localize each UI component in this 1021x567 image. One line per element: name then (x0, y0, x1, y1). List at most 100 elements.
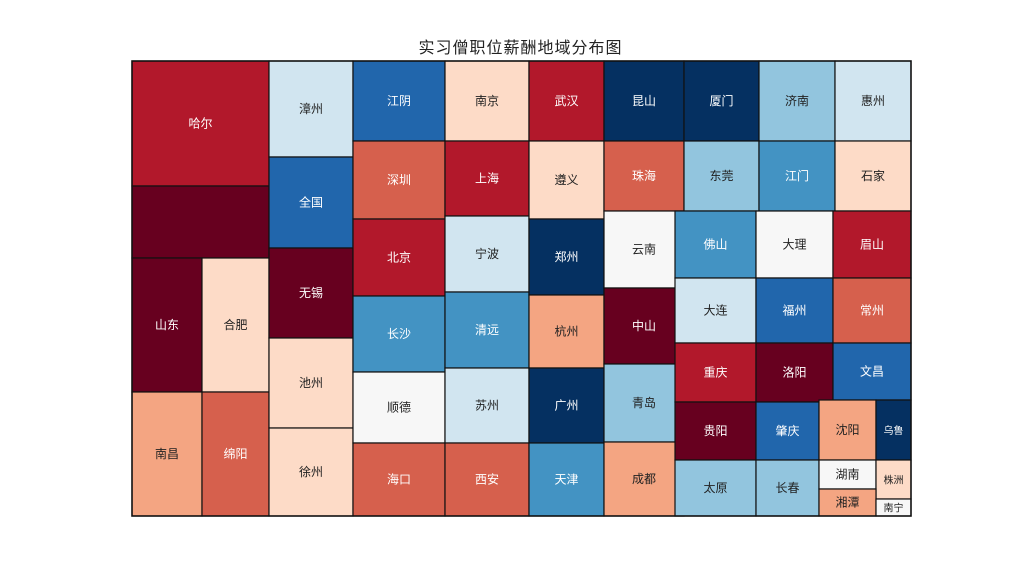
treemap-tile: 株洲 (875, 459, 912, 500)
treemap-tile: 石家 (834, 140, 912, 212)
treemap-tile: 云南 (603, 210, 685, 289)
treemap-tile: 西安 (444, 442, 530, 517)
tile-rect (603, 210, 685, 289)
tile-label: 广州 (554, 399, 578, 413)
tile-label: 沈阳 (835, 422, 859, 437)
tile-rect (674, 210, 757, 279)
tile-label: 西安 (475, 472, 499, 487)
tile-rect (268, 156, 354, 249)
tile-label: 肇庆 (775, 423, 799, 438)
treemap-tile: 长春 (755, 459, 820, 517)
tile-label: 珠海 (632, 168, 656, 183)
treemap-tile: 上海 (444, 140, 530, 217)
treemap-tile: 全国 (268, 156, 354, 249)
treemap-tile: 杭州 (528, 294, 605, 369)
tile-label: 大理 (782, 238, 806, 252)
tile-rect (674, 459, 757, 517)
treemap-tile: 南宁 (875, 498, 912, 517)
tile-label: 南京 (475, 93, 499, 108)
tile-label: 合肥 (223, 317, 247, 332)
tile-rect (834, 140, 912, 212)
tile-label: 绵阳 (223, 447, 247, 461)
tile-label: 长沙 (387, 327, 411, 341)
tile-label: 惠州 (861, 94, 885, 108)
tile-label: 昆山 (632, 94, 656, 108)
tile-label: 石家 (861, 168, 885, 183)
tile-rect (352, 371, 446, 444)
tile-rect (444, 215, 530, 293)
treemap-tile: 福州 (755, 277, 834, 344)
tile-rect (603, 441, 685, 517)
tile-label: 湘潭 (835, 495, 859, 510)
tile-label: 中山 (632, 318, 656, 333)
tile-rect (758, 60, 836, 142)
treemap-tile: 眉山 (832, 210, 912, 279)
tile-label: 乌鲁 (884, 424, 904, 437)
treemap-tile: 合肥 (201, 257, 270, 393)
tile-label: 南昌 (155, 446, 179, 461)
tile-rect (201, 391, 270, 517)
tile-label: 徐州 (299, 464, 323, 479)
tile-rect (528, 367, 605, 444)
tile-label: 哈尔 (188, 116, 212, 131)
tile-label: 贵阳 (703, 424, 727, 438)
tile-rect (875, 399, 912, 461)
treemap-tile: 昆山 (603, 60, 685, 142)
tile-rect (683, 60, 760, 142)
tile-label: 东莞 (709, 169, 733, 183)
treemap-tile: 济南 (758, 60, 836, 142)
treemap-tile: 沈阳 (818, 399, 877, 461)
treemap-tile: 洛阳 (755, 342, 834, 403)
tile-label: 成都 (632, 472, 656, 486)
tile-label: 漳州 (299, 101, 323, 116)
tile-rect (832, 342, 912, 401)
tile-label: 全国 (299, 195, 323, 210)
treemap-tile: 乌鲁 (875, 399, 912, 461)
tile-label: 文昌 (860, 364, 884, 379)
treemap-tile: 长沙 (352, 295, 446, 373)
tile-label: 江门 (785, 168, 809, 183)
treemap-tile: 江门 (758, 140, 836, 212)
treemap-tile: 湘潭 (818, 488, 877, 517)
treemap-tile: 肇庆 (755, 401, 820, 461)
treemap-tile: 武汉 (528, 60, 605, 142)
treemap-tile: 南京 (444, 60, 530, 142)
tile-rect (268, 247, 354, 339)
tile-label: 遵义 (554, 172, 578, 187)
tile-label: 常州 (860, 304, 884, 318)
tile-rect (352, 218, 446, 297)
treemap-tile: 遵义 (528, 140, 605, 220)
tile-label: 天津 (554, 473, 578, 487)
tile-rect (528, 442, 605, 517)
tile-label: 湖南 (835, 467, 859, 482)
treemap-tile: 太原 (674, 459, 757, 517)
tile-label: 眉山 (860, 238, 884, 252)
tile-label: 清远 (475, 323, 499, 337)
treemap-tile: 池州 (268, 337, 354, 429)
tile-label: 青岛 (632, 395, 656, 410)
tile-rect (832, 277, 912, 344)
tile-rect (832, 210, 912, 279)
tile-rect (528, 218, 605, 296)
treemap-tile: 哈尔 (131, 60, 270, 187)
treemap-tile: 中山 (603, 287, 685, 365)
treemap-tile: 清远 (444, 291, 530, 369)
treemap-tile: 北京 (352, 218, 446, 297)
tile-label: 海口 (387, 472, 411, 487)
tile-rect (818, 459, 877, 490)
tile-rect (683, 140, 760, 212)
tile-label: 北京 (387, 251, 411, 265)
treemap-tile: 珠海 (603, 140, 685, 212)
tile-rect (603, 363, 685, 443)
treemap-tile: 漳州 (268, 60, 354, 158)
tile-label: 大连 (703, 303, 727, 318)
tile-rect (755, 342, 834, 403)
tile-label: 云南 (632, 242, 656, 257)
treemap-tile: 厦门 (683, 60, 760, 142)
treemap-tile: 南昌 (131, 391, 203, 517)
tile-rect (444, 140, 530, 217)
tile-label: 郑州 (554, 249, 578, 264)
treemap-tile: 苏州 (444, 367, 530, 444)
treemap-tile: 大理 (755, 210, 834, 279)
tile-rect (131, 185, 270, 259)
